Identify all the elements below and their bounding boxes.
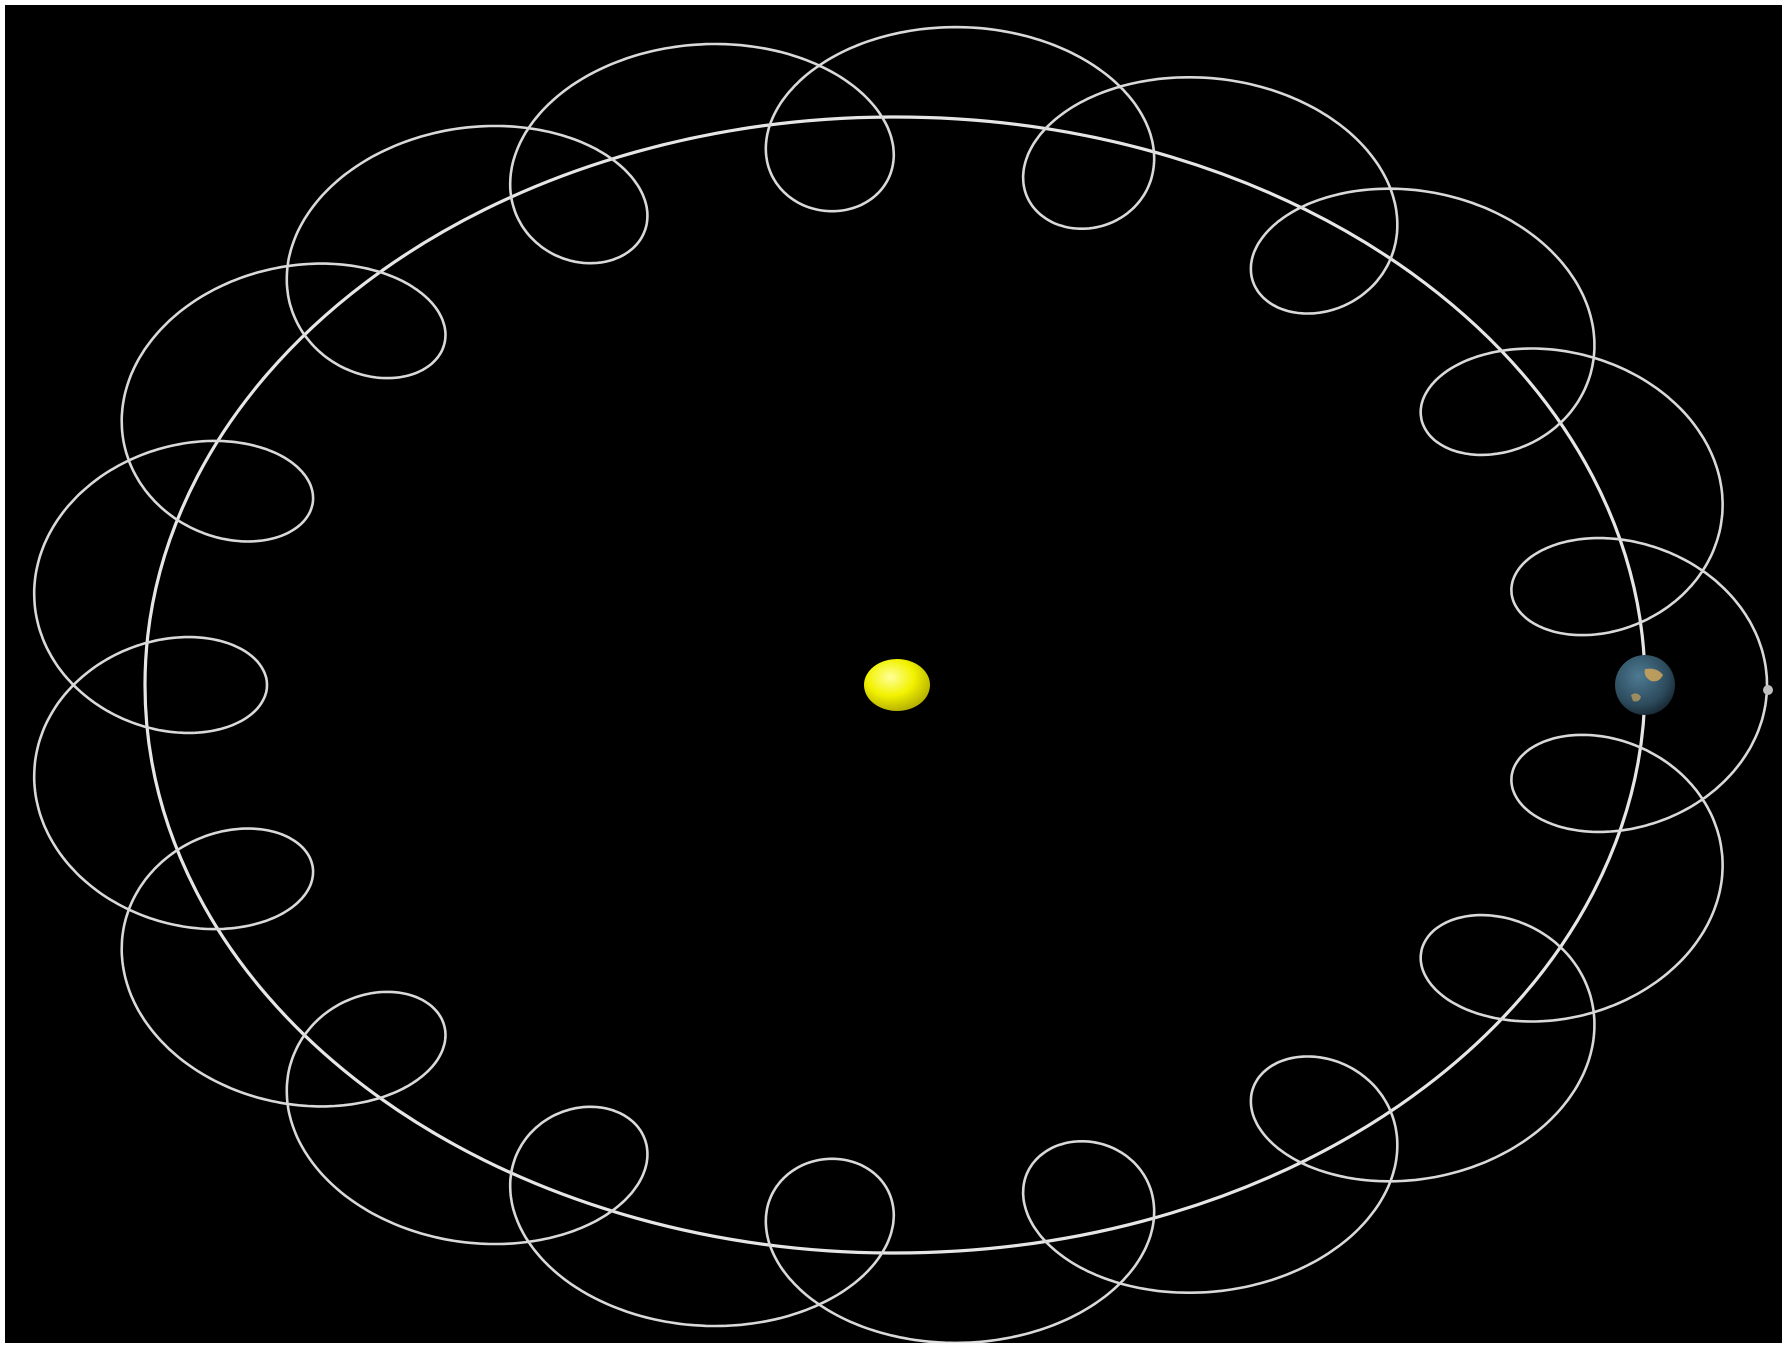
epicycle-svg: [32, 25, 1773, 1343]
epicycle-diagram: [5, 5, 1782, 1343]
earth-icon: [1615, 655, 1675, 715]
moon-epicycle-path: [32, 25, 1769, 1343]
moon-icon: [1763, 685, 1773, 695]
sun-icon: [864, 659, 930, 711]
